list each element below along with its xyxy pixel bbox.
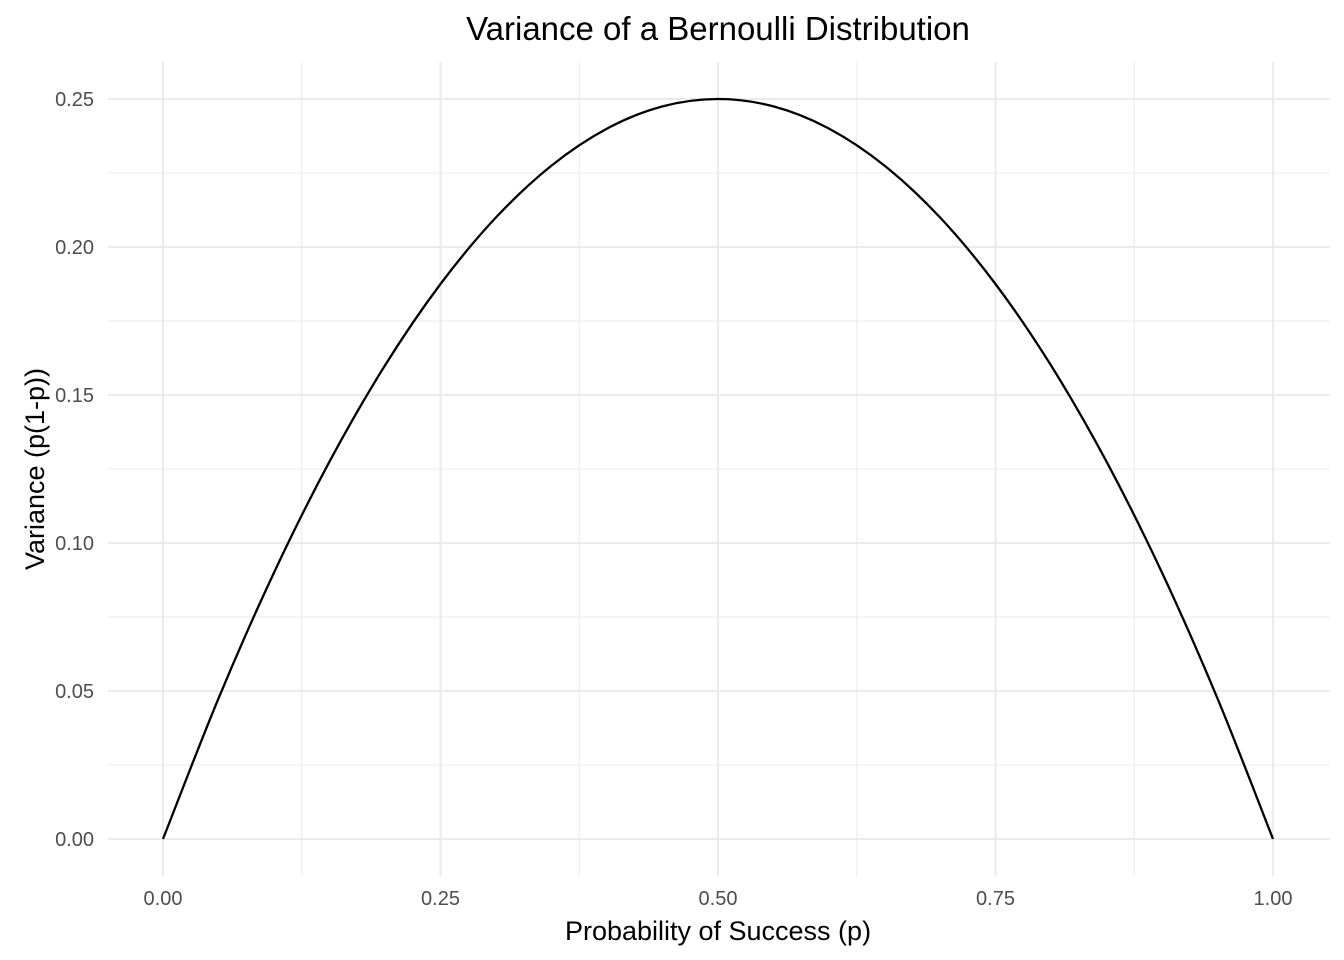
x-axis-title: Probability of Success (p) (565, 916, 871, 946)
x-tick-label: 1.00 (1254, 888, 1293, 910)
x-tick-label: 0.75 (976, 888, 1015, 910)
y-tick-label: 0.25 (55, 89, 94, 111)
y-axis-title: Variance (p(1-p)) (20, 368, 50, 570)
axes: 0.00 0.25 0.50 0.75 1.00 0.00 0.05 0.10 0.15 0.20… (55, 89, 1292, 910)
x-tick-label: 0.00 (144, 888, 183, 910)
chart-title: Variance of a Bernoulli Distribution (466, 10, 970, 47)
plot-area (161, 97, 1275, 840)
grid (108, 62, 1330, 876)
x-tick-label: 0.50 (699, 888, 738, 910)
y-tick-label: 0.15 (55, 385, 94, 407)
y-tick-label: 0.00 (55, 829, 94, 851)
y-tick-label: 0.05 (55, 681, 94, 703)
y-tick-label: 0.10 (55, 533, 94, 555)
x-tick-label: 0.25 (421, 888, 460, 910)
variance-curve-line (161, 97, 1275, 840)
y-tick-label: 0.20 (55, 237, 94, 259)
